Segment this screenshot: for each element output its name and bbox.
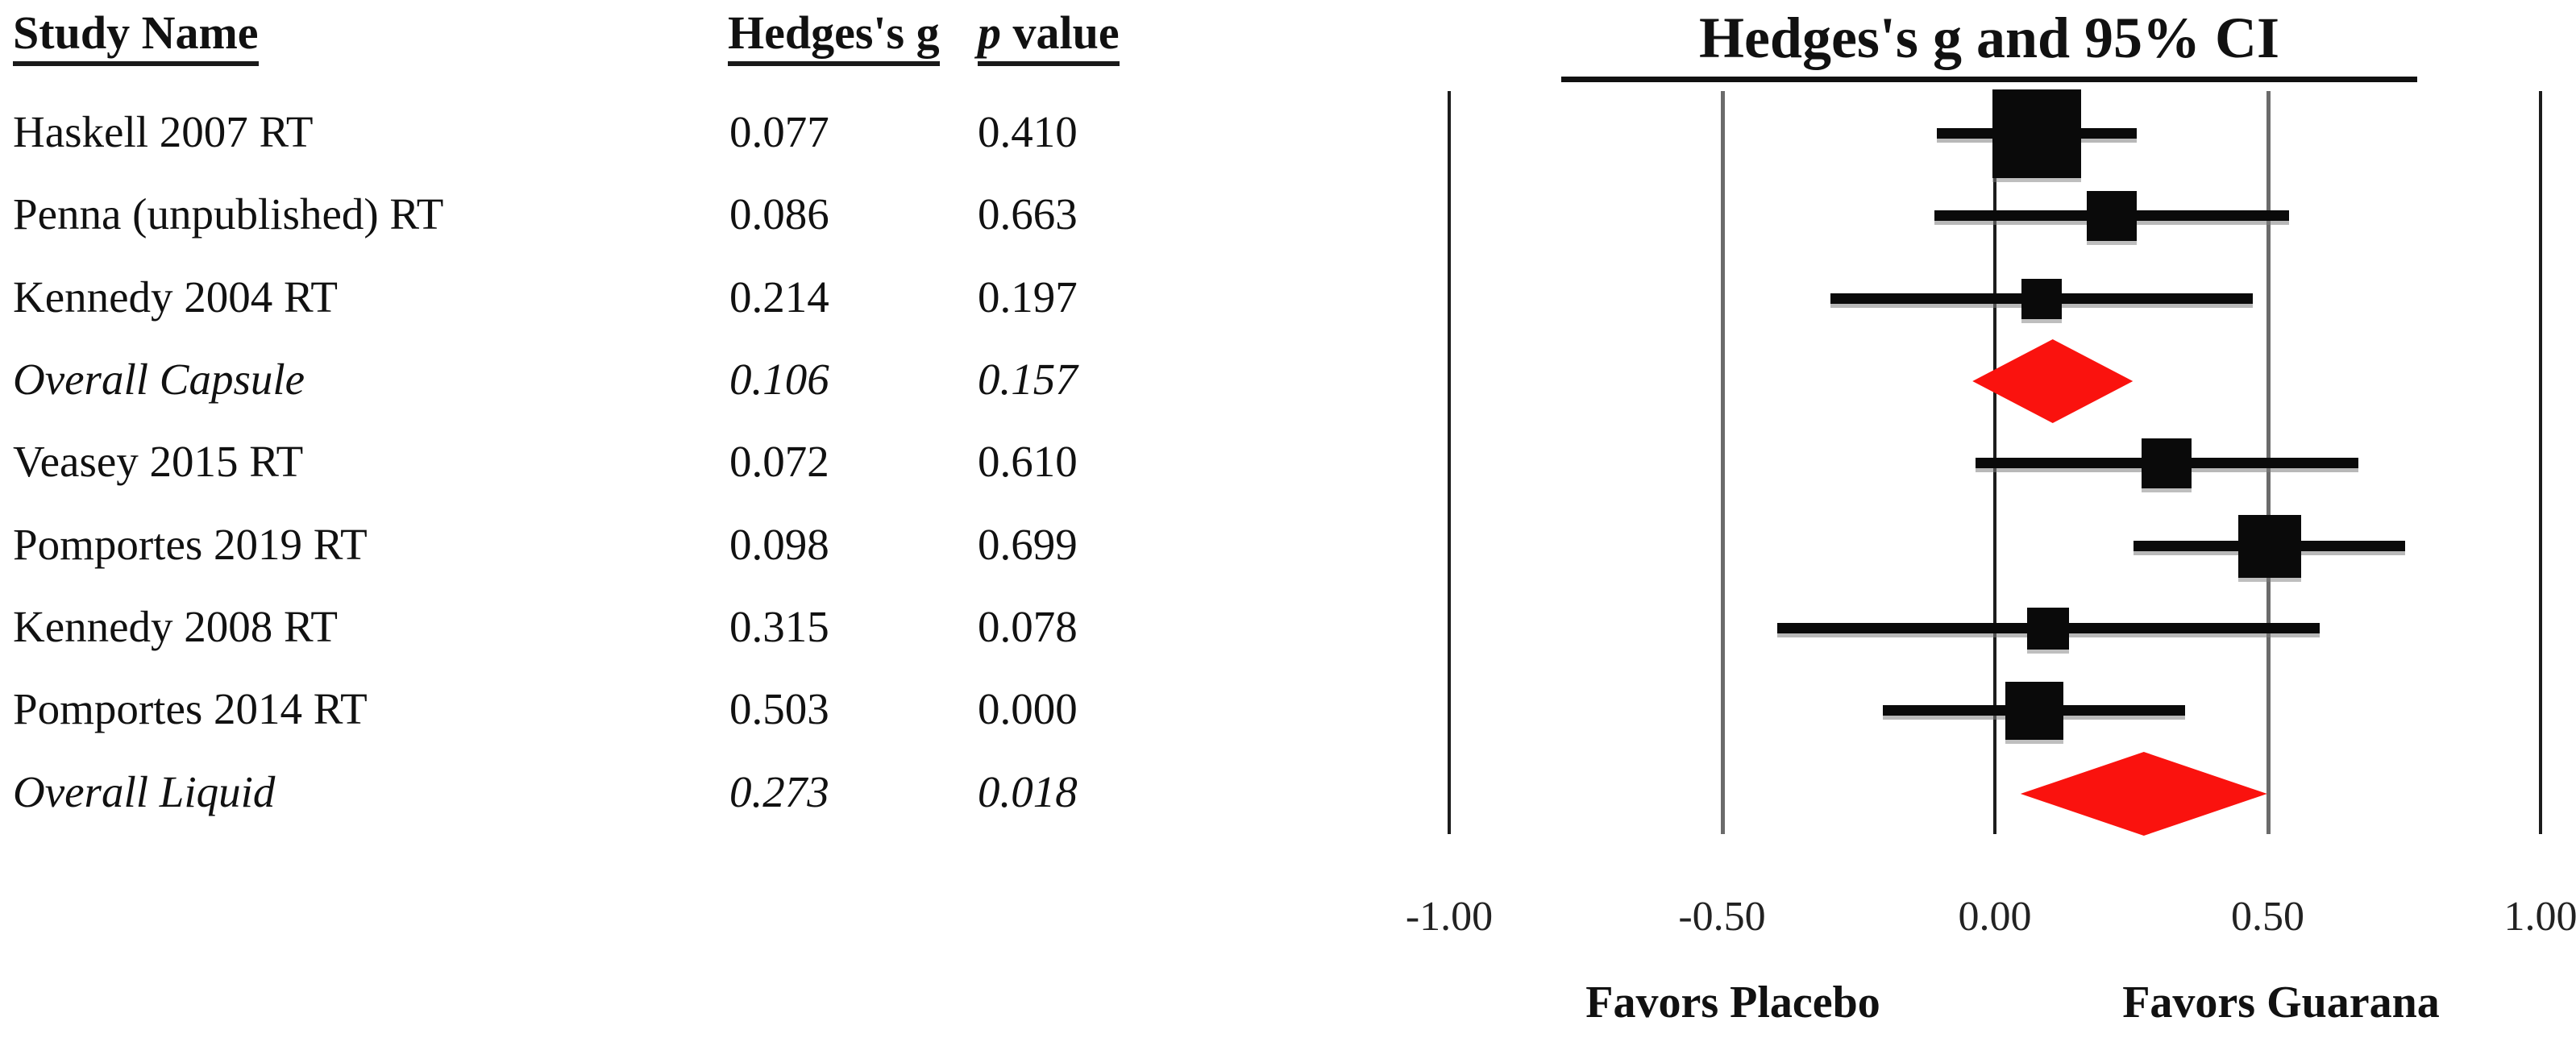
favors-guarana-label: Favors Guarana: [2122, 978, 2440, 1027]
row-7-study-name: Kennedy 2008 RT: [13, 602, 339, 651]
forest-row-9-overall-diamond: [2020, 752, 2267, 836]
plot-title: Hedges's g and 95% CI: [1561, 5, 2417, 82]
forest-row-1-effect-square: [1992, 89, 2082, 178]
row-8-study-name: Pomportes 2014 RT: [13, 684, 368, 733]
row-5-p-value: 0.610: [978, 437, 1078, 486]
row-9-p-value: 0.018: [978, 767, 1078, 816]
forest-row-3-effect-square: [2021, 279, 2063, 319]
row-6-study-name: Pomportes 2019 RT: [13, 520, 368, 569]
row-4-p-value: 0.157: [978, 355, 1078, 404]
row-1-hedges-g-value: 0.077: [729, 107, 829, 156]
p-value-header-rest: value: [1001, 6, 1120, 59]
row-2-hedges-g-value: 0.086: [729, 189, 829, 239]
forest-row-8-effect-square: [2005, 682, 2063, 740]
axis-tick-label--1.00: -1.00: [1405, 894, 1494, 940]
row-5-hedges-g-value: 0.072: [729, 437, 829, 486]
row-8-p-value: 0.000: [978, 684, 1078, 733]
row-4-hedges-g-value: 0.106: [729, 355, 829, 404]
axis-tick-label-1.00: 1.00: [2503, 894, 2576, 940]
column-header-p-value: p value: [978, 6, 1120, 66]
forest-row-6-effect-square: [2237, 515, 2301, 578]
row-9-hedges-g-value: 0.273: [729, 767, 829, 816]
gridline--0.50: [1720, 91, 1725, 834]
row-1-p-value: 0.410: [978, 107, 1078, 156]
row-9-study-name: Overall Liquid: [13, 767, 276, 816]
row-8-hedges-g-value: 0.503: [729, 684, 829, 733]
forest-row-5-effect-square: [2142, 438, 2192, 488]
row-3-hedges-g-value: 0.214: [729, 272, 829, 322]
axis-tick-label-0.00: 0.00: [1958, 894, 2032, 940]
row-2-p-value: 0.663: [978, 189, 1078, 239]
forest-row-2-effect-square: [2086, 191, 2137, 241]
gridline-1.00: [2539, 91, 2542, 834]
row-6-p-value: 0.699: [978, 520, 1078, 569]
row-6-hedges-g-value: 0.098: [729, 520, 829, 569]
row-3-p-value: 0.197: [978, 272, 1078, 322]
gridline--1.00: [1448, 91, 1451, 834]
favors-placebo-label: Favors Placebo: [1585, 978, 1880, 1027]
row-2-study-name: Penna (unpublished) RT: [13, 189, 444, 239]
column-header-study-name: Study Name: [13, 6, 259, 66]
forest-row-4-overall-diamond: [1972, 339, 2134, 423]
row-7-hedges-g-value: 0.315: [729, 602, 829, 651]
row-5-study-name: Veasey 2015 RT: [13, 437, 304, 486]
row-7-p-value: 0.078: [978, 602, 1078, 651]
row-1-study-name: Haskell 2007 RT: [13, 107, 314, 156]
forest-row-7-effect-square: [2027, 608, 2070, 650]
row-3-study-name: Kennedy 2004 RT: [13, 272, 339, 322]
row-4-study-name: Overall Capsule: [13, 355, 305, 404]
p-value-header-italic-p: p: [978, 6, 1001, 59]
axis-tick-label-0.50: 0.50: [2231, 894, 2304, 940]
axis-tick-label--0.50: -0.50: [1678, 894, 1766, 940]
column-header-hedges-g: Hedges's g: [728, 6, 940, 66]
